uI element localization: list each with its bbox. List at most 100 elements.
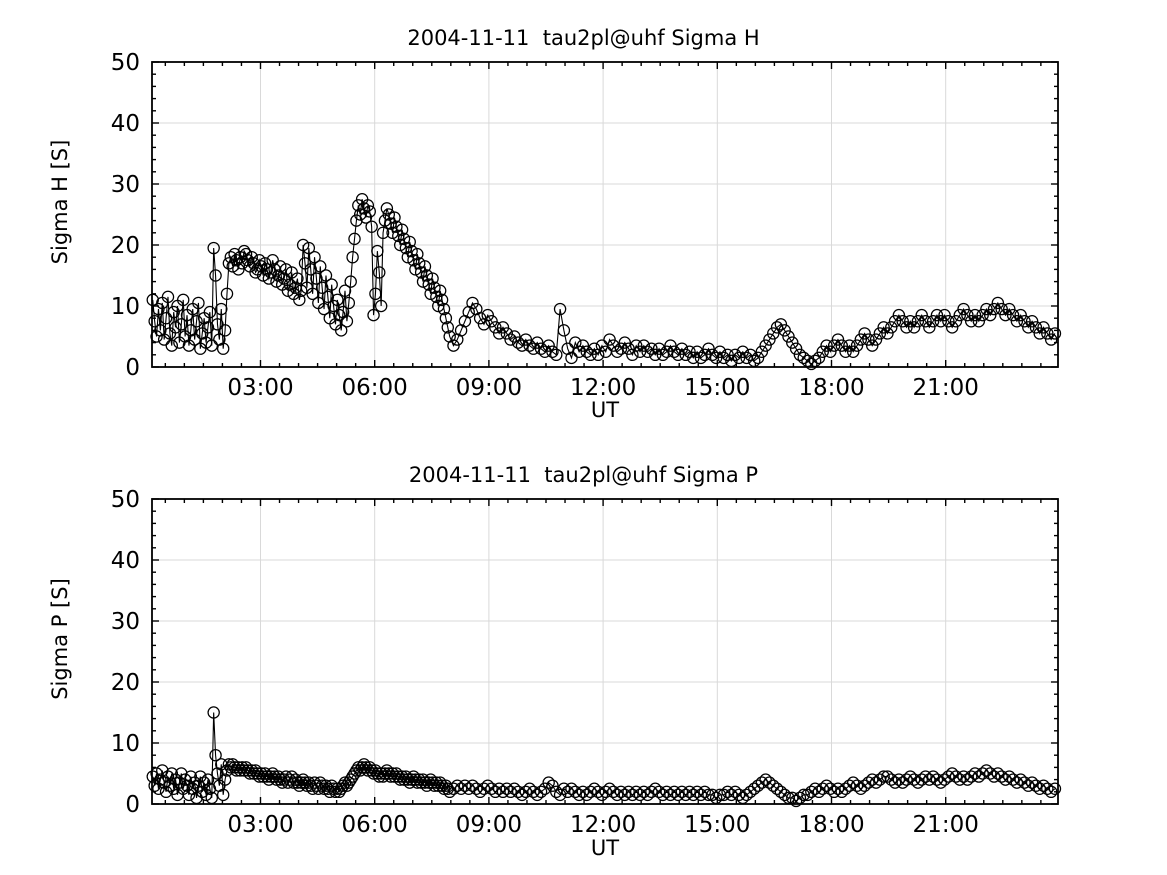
- data-point-marker: [858, 327, 871, 340]
- data-point-marker: [447, 782, 460, 795]
- data-point-marker: [873, 327, 887, 340]
- data-point-marker: [789, 342, 803, 355]
- data-point-marker: [1010, 315, 1024, 328]
- data-point-marker: [824, 345, 837, 358]
- data-point-marker: [209, 269, 222, 282]
- data-point-marker: [416, 275, 430, 288]
- data-point-marker: [504, 785, 517, 799]
- data-point-marker: [291, 272, 304, 285]
- data-point-marker: [580, 788, 593, 802]
- data-point-marker: [338, 284, 352, 297]
- data-point-marker: [668, 345, 681, 358]
- data-point-marker: [1029, 779, 1043, 792]
- data-point-marker: [709, 351, 723, 365]
- data-point-marker: [199, 788, 213, 802]
- data-point-marker: [610, 788, 624, 802]
- data-point-marker: [1022, 321, 1035, 334]
- data-point-marker: [980, 302, 993, 316]
- data-point-marker: [451, 779, 464, 792]
- data-point-marker: [820, 779, 833, 792]
- data-point-marker: [443, 785, 456, 799]
- data-point-marker: [334, 324, 348, 337]
- data-point-marker: [1022, 779, 1035, 792]
- data-point-marker: [622, 785, 635, 799]
- data-point-marker: [209, 748, 222, 762]
- data-point-marker: [660, 785, 673, 799]
- data-point-marker: [866, 773, 879, 786]
- data-point-marker: [403, 235, 416, 249]
- x-tick-label: 03:00: [227, 812, 293, 838]
- data-point-marker: [473, 311, 487, 325]
- data-point-marker: [945, 767, 959, 780]
- x-tick-label: 06:00: [342, 812, 408, 838]
- data-point-marker: [786, 336, 799, 349]
- data-point-marker: [235, 761, 249, 774]
- data-point-marker: [300, 779, 314, 792]
- data-point-marker: [972, 770, 986, 783]
- data-point-marker: [808, 782, 822, 795]
- gridlines: [152, 498, 1058, 804]
- data-point-marker: [380, 202, 394, 215]
- data-point-marker: [220, 287, 234, 301]
- data-point-marker: [1018, 315, 1031, 328]
- data-point-marker: [416, 773, 430, 786]
- data-point-marker: [995, 302, 1008, 316]
- data-point-marker: [831, 333, 845, 346]
- data-point-marker: [991, 767, 1005, 780]
- data-point-marker: [755, 345, 769, 358]
- data-point-marker: [194, 770, 207, 783]
- data-point-marker: [660, 345, 673, 358]
- data-point-marker: [641, 788, 654, 802]
- data-point-marker: [675, 342, 689, 355]
- x-tick-label: 21:00: [913, 375, 979, 401]
- data-point-marker: [314, 260, 327, 273]
- data-point-marker: [907, 773, 921, 786]
- data-point-marker: [496, 321, 510, 334]
- data-point-marker: [369, 287, 382, 301]
- data-point-marker: [789, 794, 803, 808]
- data-point-marker: [314, 776, 327, 789]
- data-point-marker: [964, 315, 978, 328]
- data-point-marker: [633, 788, 647, 802]
- data-point-marker: [1014, 308, 1027, 322]
- data-point-marker: [797, 788, 810, 802]
- data-point-marker: [553, 788, 567, 802]
- x-axis-label-sigma-p: UT: [590, 836, 620, 860]
- data-point-marker: [205, 339, 218, 352]
- data-point-marker: [308, 250, 321, 264]
- data-point-marker: [869, 333, 883, 346]
- data-point-marker: [409, 773, 422, 786]
- data-point-marker: [515, 339, 529, 352]
- data-point-marker: [317, 782, 331, 795]
- data-point-marker: [892, 308, 906, 322]
- series-line: [152, 199, 1056, 365]
- data-point-marker: [881, 327, 894, 340]
- data-point-marker: [610, 345, 624, 358]
- data-point-marker: [333, 308, 346, 322]
- data-point-marker: [327, 782, 340, 795]
- data-point-marker: [500, 327, 514, 340]
- data-point-marker: [923, 321, 936, 334]
- data-point-marker: [334, 782, 348, 795]
- y-tick-label: 0: [125, 355, 140, 381]
- data-point-marker: [274, 773, 287, 786]
- y-tick-label: 50: [111, 50, 140, 76]
- data-point-marker: [721, 348, 734, 362]
- data-point-marker: [340, 315, 354, 328]
- data-point-marker: [866, 339, 879, 352]
- data-point-marker: [546, 779, 559, 792]
- data-point-marker: [976, 767, 989, 780]
- data-point-marker: [690, 785, 704, 799]
- data-point-marker: [900, 773, 913, 786]
- data-point-marker: [824, 782, 837, 795]
- data-point-marker: [614, 785, 628, 799]
- data-point-marker: [359, 211, 373, 224]
- data-point-marker: [500, 782, 514, 795]
- data-point-marker: [437, 302, 451, 316]
- data-point-marker: [167, 305, 180, 319]
- data-series: [146, 193, 1062, 371]
- data-point-marker: [546, 345, 559, 358]
- data-point-marker: [201, 321, 215, 334]
- data-point-marker: [846, 776, 860, 789]
- data-point-marker: [862, 333, 875, 346]
